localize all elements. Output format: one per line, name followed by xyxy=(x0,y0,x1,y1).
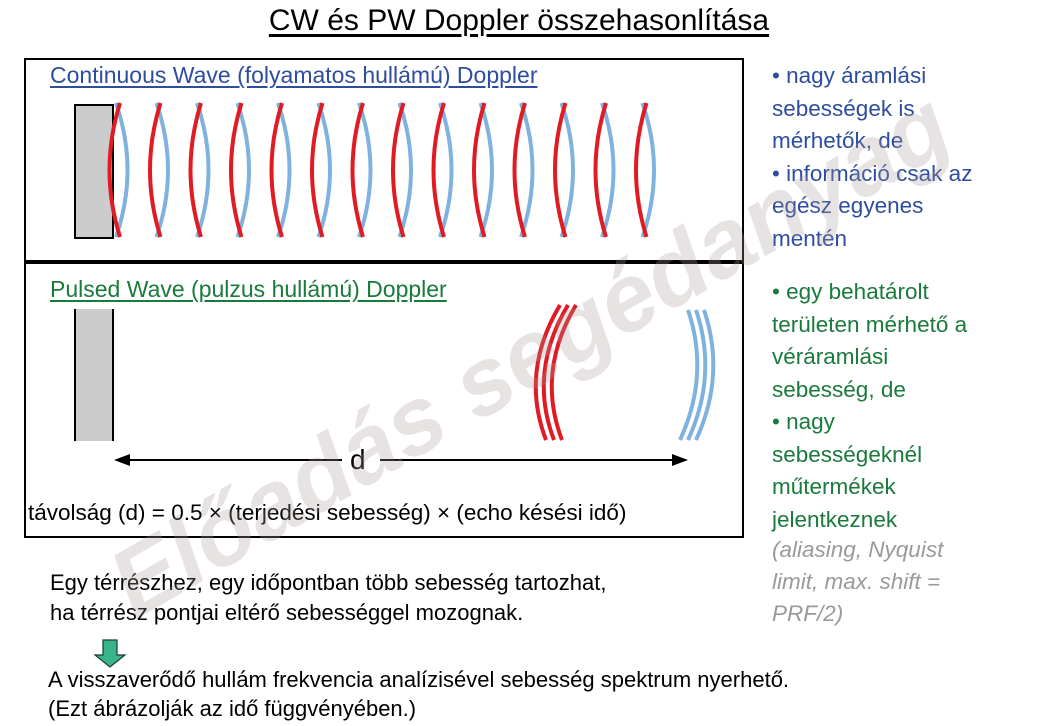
pw-heading: Pulsed Wave (pulzus hullámú) Doppler xyxy=(50,276,447,302)
cw-red-wavefront xyxy=(350,102,365,238)
cw-red-wavefront xyxy=(512,102,527,238)
cw-blue-wavefront xyxy=(397,102,413,238)
cw-red-wavefront xyxy=(553,102,568,238)
cw-blue-wavefront xyxy=(438,102,454,238)
cw-red-wavefront xyxy=(269,102,284,238)
cw-blue-wavefront xyxy=(519,102,535,238)
cw-red-wavefront xyxy=(188,102,203,238)
cw-transducer xyxy=(74,104,114,239)
cw-blue-wavefront xyxy=(478,102,494,238)
page-title: CW és PW Doppler összehasonlítása xyxy=(268,4,770,37)
cw-red-wavefront xyxy=(431,102,446,238)
cw-blue-wavefront xyxy=(114,102,130,238)
cw-blue-wavefront xyxy=(640,102,656,238)
cw-blue-wavefront xyxy=(195,102,211,238)
pw-blue-pulse xyxy=(678,309,716,441)
pw-notes: • egy behatárolt területen mérhető a vér… xyxy=(772,279,968,532)
distance-arrow xyxy=(114,454,688,466)
distance-formula: távolság (d) = 0.5 × (terjedési sebesség… xyxy=(28,500,627,525)
cw-blue-wavefront xyxy=(316,102,332,238)
cw-blue-wavefront xyxy=(154,102,170,238)
cw-red-wavefront xyxy=(634,102,649,238)
conclusion-line-1: A visszaverődő hullám frekvencia analízi… xyxy=(48,667,790,692)
cw-red-wavefront xyxy=(107,102,122,238)
note-line-2: ha térrész pontjai eltérő sebességgel mo… xyxy=(50,600,524,625)
cw-panel xyxy=(24,58,744,262)
cw-blue-wavefront xyxy=(559,102,575,238)
cw-red-wavefront xyxy=(593,102,608,238)
distance-label: d xyxy=(350,444,366,475)
cw-blue-wavefront xyxy=(357,102,373,238)
conclusion-line-2: (Ezt ábrázolják az idő függvényében.) xyxy=(48,696,417,721)
aliasing-note: (aliasing, Nyquist limit, max. shift = P… xyxy=(772,537,944,626)
cw-red-wavefront xyxy=(310,102,325,238)
pw-panel xyxy=(24,262,744,538)
down-arrow-icon xyxy=(93,639,127,668)
cw-notes: • nagy áramlási sebességek is mérhetők, … xyxy=(772,63,973,251)
cw-blue-wavefront xyxy=(235,102,251,238)
cw-red-wavefront xyxy=(391,102,406,238)
cw-red-wavefront xyxy=(148,102,163,238)
pw-transducer xyxy=(75,309,113,441)
cw-wavefronts xyxy=(107,102,656,238)
cw-red-wavefront xyxy=(229,102,244,238)
cw-red-wavefront xyxy=(472,102,487,238)
cw-blue-wavefront xyxy=(276,102,292,238)
pw-red-pulse xyxy=(533,303,578,441)
note-line-1: Egy térrészhez, egy időpontban több sebe… xyxy=(50,570,607,595)
cw-blue-wavefront xyxy=(600,102,616,238)
cw-heading: Continuous Wave (folyamatos hullámú) Dop… xyxy=(50,62,538,88)
